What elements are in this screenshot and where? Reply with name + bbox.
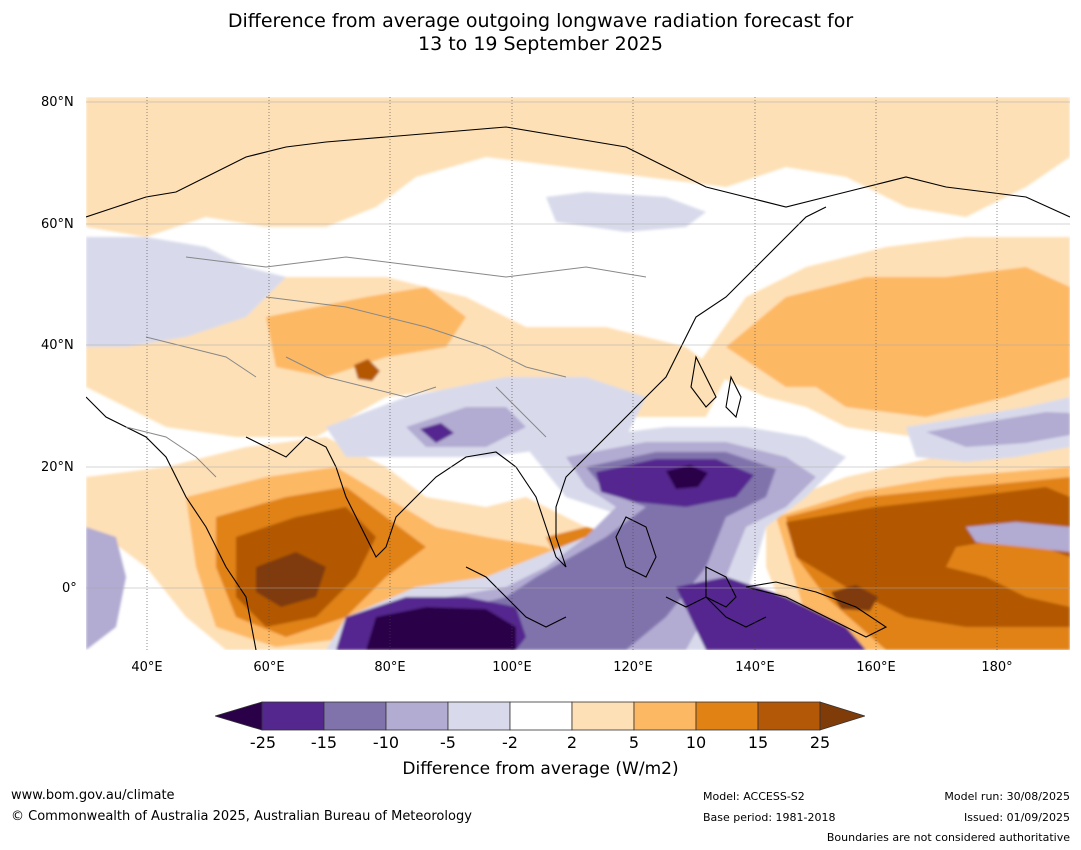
colorbar-segment <box>323 701 387 731</box>
equatorial-pacific-negative <box>966 522 1070 552</box>
model-text: Model: ACCESS-S2 <box>703 790 805 803</box>
base-period-text: Base period: 1981-2018 <box>703 811 836 824</box>
coastlines <box>86 126 1070 650</box>
lon-label-60e: 60°E <box>253 660 285 675</box>
map-title-line1: Difference from average outgoing longwav… <box>227 10 854 32</box>
model-run-text: Model run: 30/08/2025 <box>944 790 1070 803</box>
olr-anomaly-map <box>86 97 1070 650</box>
lon-label-180: 180° <box>981 660 1013 675</box>
colorbar-segment <box>509 701 573 731</box>
map-title-line2: 13 to 19 September 2025 <box>418 33 663 55</box>
lon-label-80e: 80°E <box>374 660 406 675</box>
lat-label-60n: 60°N <box>41 217 74 232</box>
arctic-positive-region <box>86 97 1070 237</box>
colorbar-tick: 25 <box>809 733 831 752</box>
colorbar-label: Difference from average (W/m2) <box>402 759 679 779</box>
colorbar-tick: 15 <box>747 733 769 752</box>
indian-ocean-south-negative-max <box>366 607 516 650</box>
lon-label-100e: 100°E <box>492 660 532 675</box>
lon-label-160e: 160°E <box>856 660 896 675</box>
colorbar-tick: 5 <box>628 733 640 752</box>
colorbar-tick: 2 <box>566 733 578 752</box>
colorbar-segment <box>633 701 697 731</box>
lat-label-20n: 20°N <box>41 460 74 475</box>
western-asia-negative <box>86 237 286 347</box>
website-link[interactable]: www.bom.gov.au/climate <box>11 788 175 803</box>
siberia-negative-patch <box>546 192 706 232</box>
indian-ocean-positive-max <box>256 552 326 607</box>
east-africa-negative <box>86 527 126 650</box>
colorbar-min-extend <box>215 701 263 731</box>
lon-label-120e: 120°E <box>613 660 653 675</box>
anomaly-field <box>86 97 1070 650</box>
copyright-text: © Commonwealth of Australia 2025, Austra… <box>11 809 472 824</box>
west-pacific-positive-max <box>831 585 878 611</box>
tibet-positive-spot <box>354 359 380 381</box>
colorbar-tick: -5 <box>440 733 456 752</box>
lat-label-80n: 80°N <box>41 95 74 110</box>
central-asia-positive-core <box>266 287 466 377</box>
north-pacific-positive-core <box>726 267 1070 417</box>
colorbar-segment <box>695 701 759 731</box>
colorbar-segment <box>385 701 449 731</box>
colorbar-segment <box>261 701 325 731</box>
colorbar-tick: 10 <box>685 733 707 752</box>
philippine-sea-negative-max <box>666 465 708 489</box>
disclaimer-text: Boundaries are not considered authoritat… <box>826 831 1070 844</box>
graticule <box>146 97 998 650</box>
tibet-negative-strong <box>420 423 454 443</box>
nw-pacific-negative-strip-core <box>926 412 1070 447</box>
colorbar-segment <box>571 701 635 731</box>
lat-label-40n: 40°N <box>41 338 74 353</box>
lat-label-0: 0° <box>62 581 77 596</box>
colorbar <box>215 701 865 731</box>
colorbar-max-extend <box>819 701 865 731</box>
banda-sea-negative <box>676 577 866 650</box>
lon-label-40e: 40°E <box>131 660 163 675</box>
lon-label-140e: 140°E <box>735 660 775 675</box>
latitude-lines <box>86 101 1070 589</box>
colorbar-tick: -25 <box>249 733 277 752</box>
colorbar-tick: -15 <box>310 733 338 752</box>
colorbar-tick: -2 <box>502 733 518 752</box>
issued-text: Issued: 01/09/2025 <box>963 811 1070 824</box>
colorbar-tick: -10 <box>372 733 400 752</box>
colorbar-segment <box>757 701 821 731</box>
colorbar-segment <box>447 701 511 731</box>
